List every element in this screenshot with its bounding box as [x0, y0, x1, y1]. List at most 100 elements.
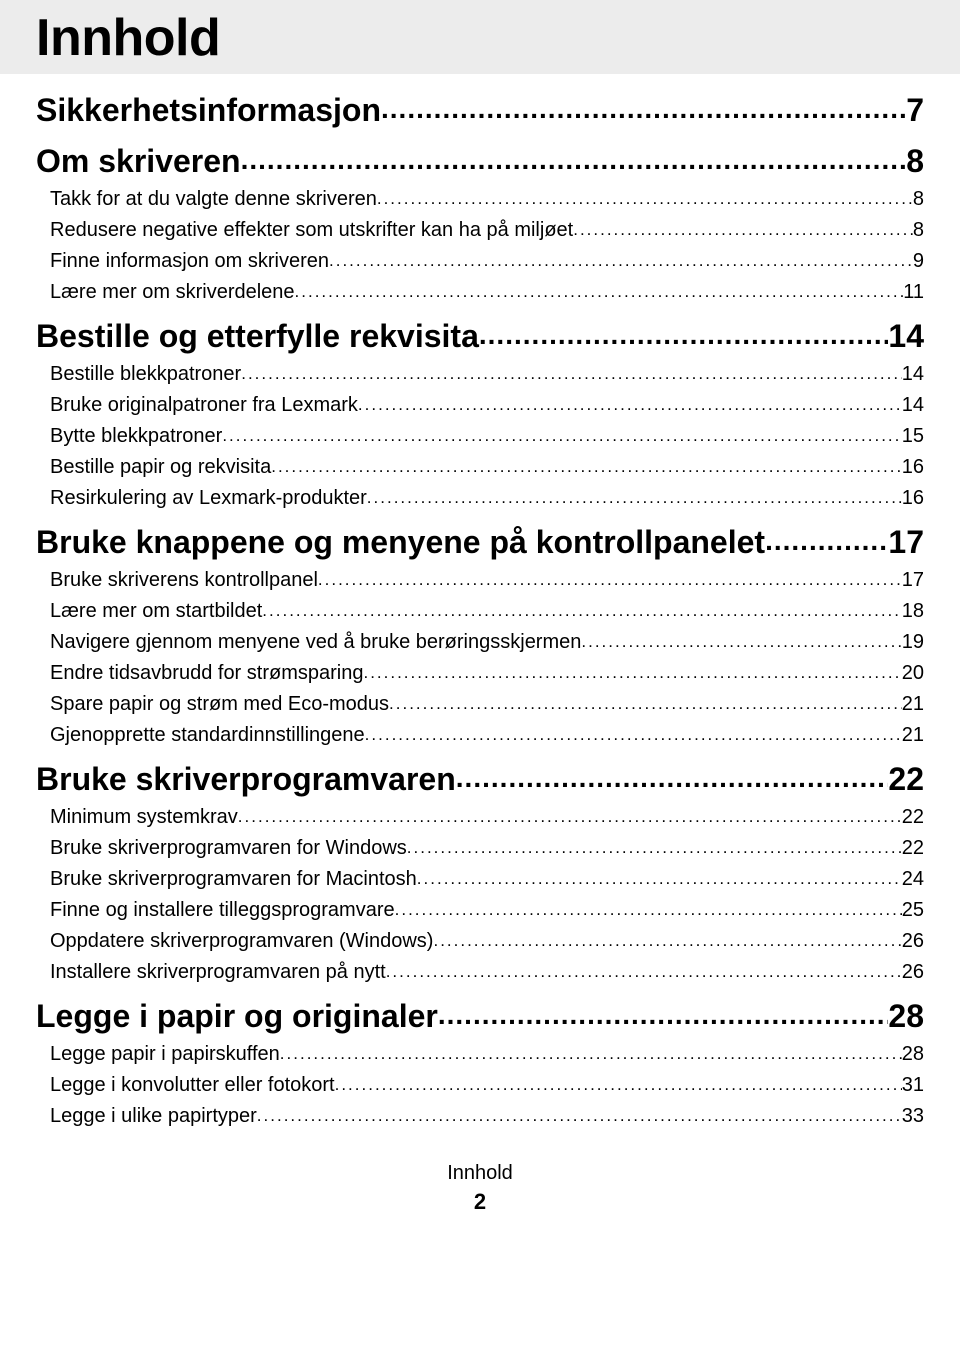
- toc-label: Installere skriverprogramvaren på nytt: [50, 961, 386, 984]
- toc-label: Legge papir i papirskuffen: [50, 1043, 280, 1066]
- toc-label: Lære mer om startbildet: [50, 600, 262, 623]
- toc-leader-dots: [389, 694, 902, 714]
- toc-item[interactable]: Legge papir i papirskuffen28: [36, 1043, 924, 1066]
- footer-label: Innhold: [36, 1162, 924, 1185]
- toc-item[interactable]: Endre tidsavbrudd for strømsparing 20: [36, 662, 924, 685]
- toc-page-number: 7: [906, 92, 924, 129]
- toc-leader-dots: [433, 931, 901, 951]
- toc-page-number: 8: [906, 143, 924, 180]
- toc-leader-dots: [386, 962, 902, 982]
- toc-leader-dots: [407, 838, 902, 858]
- toc-label: Bestille blekkpatroner: [50, 363, 241, 386]
- toc-leader-dots: [241, 144, 907, 176]
- toc-page-number: 15: [902, 425, 924, 448]
- toc-item[interactable]: Lære mer om skriverdelene 11: [36, 281, 924, 304]
- toc-item[interactable]: Bestille papir og rekvisita16: [36, 456, 924, 479]
- toc-page: Innhold Sikkerhetsinformasjon 7 Om skriver…: [0, 0, 960, 1233]
- footer-page-number: 2: [36, 1189, 924, 1215]
- toc-leader-dots: [295, 282, 904, 302]
- toc-label: Bytte blekkpatroner: [50, 425, 222, 448]
- toc-page-number: 28: [888, 998, 924, 1035]
- toc-body: Sikkerhetsinformasjon7Om skriveren8Takk …: [36, 92, 924, 1128]
- toc-page-number: 9: [913, 250, 924, 273]
- toc-leader-dots: [238, 807, 902, 827]
- toc-item[interactable]: Legge i konvolutter eller fotokort31: [36, 1074, 924, 1097]
- toc-page-number: 20: [902, 662, 924, 685]
- toc-item[interactable]: Takk for at du valgte denne skriveren 8: [36, 188, 924, 211]
- toc-page-number: 16: [902, 487, 924, 510]
- toc-item[interactable]: Redusere negative effekter som utskrifte…: [36, 219, 924, 242]
- toc-item[interactable]: Installere skriverprogramvaren på nytt 26: [36, 961, 924, 984]
- toc-item[interactable]: Finne og installere tilleggsprogramvare 2…: [36, 899, 924, 922]
- toc-leader-dots: [581, 632, 901, 652]
- toc-item[interactable]: Navigere gjennom menyene ved å bruke ber…: [36, 631, 924, 654]
- toc-leader-dots: [363, 663, 901, 683]
- toc-section[interactable]: Bruke skriverprogramvaren22: [36, 761, 924, 798]
- toc-leader-dots: [257, 1106, 902, 1126]
- toc-label: Lære mer om skriverdelene: [50, 281, 295, 304]
- toc-page-number: 22: [888, 761, 924, 798]
- toc-label: Redusere negative effekter som utskrifte…: [50, 219, 573, 242]
- toc-page-number: 26: [902, 961, 924, 984]
- toc-leader-dots: [765, 525, 888, 557]
- toc-label: Bruke skriverens kontrollpanel: [50, 569, 318, 592]
- toc-label: Gjenopprette standardinnstillingene: [50, 724, 365, 747]
- toc-leader-dots: [241, 364, 902, 384]
- toc-leader-dots: [271, 457, 902, 477]
- toc-leader-dots: [456, 762, 889, 794]
- toc-item[interactable]: Gjenopprette standardinnstillingene21: [36, 724, 924, 747]
- toc-item[interactable]: Oppdatere skriverprogramvaren (Windows)2…: [36, 930, 924, 953]
- toc-item[interactable]: Bytte blekkpatroner 15: [36, 425, 924, 448]
- toc-label: Bruke originalpatroner fra Lexmark: [50, 394, 358, 417]
- toc-section[interactable]: Sikkerhetsinformasjon 7: [36, 92, 924, 129]
- toc-page-number: 11: [903, 281, 924, 304]
- toc-item[interactable]: Bruke skriverens kontrollpanel 17: [36, 569, 924, 592]
- toc-page-number: 8: [913, 188, 924, 211]
- toc-page-number: 25: [902, 899, 924, 922]
- toc-label: Endre tidsavbrudd for strømsparing: [50, 662, 363, 685]
- toc-page-number: 17: [888, 524, 924, 561]
- toc-page-number: 22: [902, 806, 924, 829]
- toc-item[interactable]: Bruke originalpatroner fra Lexmark 14: [36, 394, 924, 417]
- toc-label: Legge i papir og originaler: [36, 998, 438, 1035]
- toc-label: Bestille papir og rekvisita: [50, 456, 271, 479]
- toc-label: Bestille og etterfylle rekvisita: [36, 318, 479, 355]
- toc-label: Om skriveren: [36, 143, 241, 180]
- toc-label: Oppdatere skriverprogramvaren (Windows): [50, 930, 433, 953]
- toc-page-number: 17: [902, 569, 924, 592]
- toc-leader-dots: [222, 426, 901, 446]
- title-bar: Innhold: [0, 0, 960, 74]
- toc-page-number: 8: [913, 219, 924, 242]
- toc-item[interactable]: Spare papir og strøm med Eco-modus21: [36, 693, 924, 716]
- toc-item[interactable]: Finne informasjon om skriveren 9: [36, 250, 924, 273]
- toc-leader-dots: [262, 601, 901, 621]
- toc-page-number: 19: [902, 631, 924, 654]
- toc-section[interactable]: Om skriveren 8: [36, 143, 924, 180]
- toc-label: Minimum systemkrav: [50, 806, 238, 829]
- toc-section[interactable]: Bestille og etterfylle rekvisita 14: [36, 318, 924, 355]
- toc-label: Bruke knappene og menyene på kontrollpan…: [36, 524, 765, 561]
- toc-label: Sikkerhetsinformasjon: [36, 92, 381, 129]
- toc-leader-dots: [329, 251, 913, 271]
- toc-label: Finne informasjon om skriveren: [50, 250, 329, 273]
- toc-item[interactable]: Lære mer om startbildet 18: [36, 600, 924, 623]
- toc-item[interactable]: Bestille blekkpatroner14: [36, 363, 924, 386]
- toc-page-number: 18: [902, 600, 924, 623]
- toc-page-number: 14: [902, 394, 924, 417]
- toc-leader-dots: [479, 319, 889, 351]
- toc-section[interactable]: Bruke knappene og menyene på kontrollpan…: [36, 524, 924, 561]
- toc-page-number: 14: [888, 318, 924, 355]
- page-footer: Innhold 2: [36, 1162, 924, 1215]
- toc-label: Resirkulering av Lexmark-produkter: [50, 487, 367, 510]
- toc-label: Finne og installere tilleggsprogramvare: [50, 899, 395, 922]
- toc-label: Takk for at du valgte denne skriveren: [50, 188, 377, 211]
- toc-item[interactable]: Minimum systemkrav 22: [36, 806, 924, 829]
- toc-page-number: 31: [902, 1074, 924, 1097]
- toc-section[interactable]: Legge i papir og originaler 28: [36, 998, 924, 1035]
- toc-item[interactable]: Legge i ulike papirtyper33: [36, 1105, 924, 1128]
- toc-leader-dots: [395, 900, 902, 920]
- toc-item[interactable]: Resirkulering av Lexmark-produkter 16: [36, 487, 924, 510]
- toc-item[interactable]: Bruke skriverprogramvaren for Macintosh2…: [36, 868, 924, 891]
- toc-item[interactable]: Bruke skriverprogramvaren for Windows22: [36, 837, 924, 860]
- toc-leader-dots: [365, 725, 902, 745]
